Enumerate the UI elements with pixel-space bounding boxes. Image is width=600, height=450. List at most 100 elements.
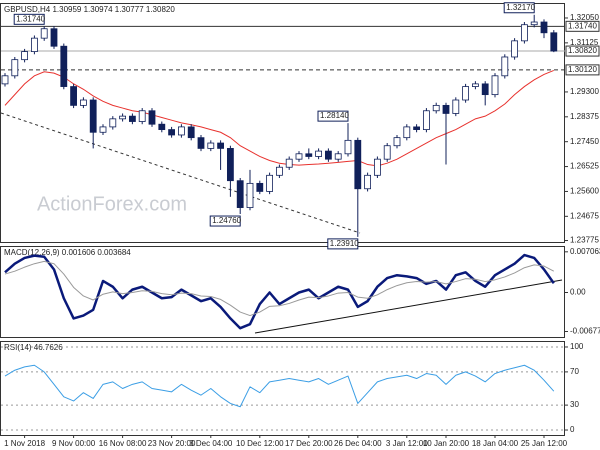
annotation-box bbox=[327, 238, 359, 250]
candle-body bbox=[207, 142, 215, 149]
series-line bbox=[4, 253, 555, 330]
candle-body bbox=[217, 142, 225, 149]
y-tick-label: 1.29300 bbox=[570, 87, 599, 96]
last-price-label: 1.30820 bbox=[568, 46, 597, 55]
candle-body bbox=[99, 126, 107, 133]
x-tick-label: 18 Jan 04:00 bbox=[472, 439, 519, 448]
candle-body bbox=[530, 21, 538, 26]
candle-body bbox=[471, 83, 479, 87]
y-tick-label: 1.25600 bbox=[570, 187, 599, 196]
candle-body bbox=[138, 110, 146, 122]
candle-body bbox=[109, 118, 117, 128]
annotation-label: 1.31740 bbox=[16, 14, 45, 23]
candle-body bbox=[324, 150, 332, 160]
y-tick-label: 0.00 bbox=[570, 288, 586, 297]
candle-body bbox=[481, 83, 489, 96]
x-tick-label: 17 Dec 20:00 bbox=[285, 439, 333, 448]
x-tick-label: 9 Nov 00:00 bbox=[52, 439, 96, 448]
candle-body bbox=[168, 129, 176, 136]
y-tick-label: 0.007063 bbox=[570, 247, 600, 256]
annotation-box bbox=[503, 2, 535, 14]
candle-body bbox=[158, 123, 166, 130]
candle-body bbox=[266, 174, 274, 192]
x-tick-label: 23 Nov 20:00 bbox=[148, 439, 196, 448]
annotation-label: 1.28140 bbox=[320, 111, 349, 120]
level-box bbox=[565, 64, 600, 76]
candle-body bbox=[442, 104, 450, 114]
candle-body bbox=[80, 99, 87, 106]
candle-body bbox=[383, 145, 391, 160]
candle-body bbox=[11, 59, 19, 77]
level-label: 1.31740 bbox=[568, 21, 597, 30]
candle-body bbox=[511, 40, 519, 58]
macd-trend-line bbox=[254, 279, 563, 334]
y-tick-label: 1.27450 bbox=[570, 137, 599, 146]
x-tick-label: 3 Jan 12:00 bbox=[386, 439, 428, 448]
candle-body bbox=[354, 139, 362, 190]
level-label: 1.30120 bbox=[568, 65, 597, 74]
candle-body bbox=[285, 158, 293, 168]
candle-body bbox=[373, 158, 381, 176]
series-line bbox=[4, 364, 555, 408]
series-line bbox=[4, 260, 555, 317]
annotation-box bbox=[209, 215, 241, 227]
price-panel bbox=[0, 3, 565, 243]
y-tick-label: 30 bbox=[570, 400, 579, 409]
annotation-label: 1.24760 bbox=[212, 216, 241, 225]
candle-body bbox=[60, 45, 68, 87]
candle-body bbox=[70, 86, 77, 106]
candle-body bbox=[344, 139, 352, 155]
candle-body bbox=[334, 153, 342, 160]
y-tick-label: 1.28375 bbox=[570, 112, 599, 121]
candle-body bbox=[501, 56, 509, 77]
y-tick-label: 1.32050 bbox=[570, 13, 599, 22]
x-tick-label: 26 Dec 04:00 bbox=[334, 439, 382, 448]
rsi-panel bbox=[0, 341, 565, 436]
candle-body bbox=[432, 104, 440, 112]
x-tick-label: 10 Jan 20:00 bbox=[423, 439, 470, 448]
candle-body bbox=[40, 28, 48, 39]
last-price-box bbox=[565, 45, 600, 57]
candle-body bbox=[236, 180, 244, 208]
candle-body bbox=[1, 75, 9, 85]
x-tick-label: 16 Nov 08:00 bbox=[99, 439, 147, 448]
y-tick-label: -0.006774 bbox=[570, 327, 600, 336]
candle-body bbox=[187, 126, 195, 139]
candle-body bbox=[305, 153, 313, 157]
candle-body bbox=[403, 126, 411, 139]
candle-body bbox=[246, 182, 254, 208]
x-tick-label: 1 Nov 2018 bbox=[4, 439, 45, 448]
rsi-title: RSI(14) 46.7626 bbox=[4, 343, 63, 352]
y-tick-label: 1.26525 bbox=[570, 162, 599, 171]
candle-body bbox=[491, 75, 499, 96]
candle-body bbox=[275, 166, 283, 176]
macd-panel bbox=[0, 246, 565, 338]
candle-body bbox=[315, 150, 323, 157]
y-tick-label: 100 bbox=[570, 342, 584, 351]
candle-body bbox=[540, 21, 548, 34]
candle-body bbox=[295, 153, 303, 160]
price-title: GBPUSD,H4 1.30959 1.30974 1.30777 1.3082… bbox=[4, 5, 175, 14]
level-box bbox=[565, 20, 600, 32]
x-tick-label: 3 Dec 04:00 bbox=[189, 439, 233, 448]
candle-body bbox=[50, 28, 58, 47]
candle-body bbox=[422, 110, 430, 130]
annotation-box bbox=[13, 13, 45, 25]
candle-body bbox=[521, 24, 528, 42]
candle-body bbox=[462, 86, 470, 101]
candle-body bbox=[148, 110, 156, 125]
candle-body bbox=[550, 32, 558, 52]
candle-body bbox=[256, 182, 264, 192]
y-tick-label: 1.24675 bbox=[570, 211, 599, 220]
y-tick-label: 0 bbox=[570, 425, 575, 434]
candle-body bbox=[128, 115, 136, 122]
candle-body bbox=[89, 99, 97, 133]
candle-body bbox=[30, 37, 38, 52]
candle-body bbox=[197, 137, 205, 149]
y-tick-label: 1.31125 bbox=[570, 38, 599, 47]
annotation-box bbox=[317, 110, 349, 122]
macd-title: MACD(12,26,9) 0.001606 0.003684 bbox=[4, 248, 131, 257]
candle-body bbox=[393, 137, 401, 147]
y-tick-label: 70 bbox=[570, 367, 579, 376]
